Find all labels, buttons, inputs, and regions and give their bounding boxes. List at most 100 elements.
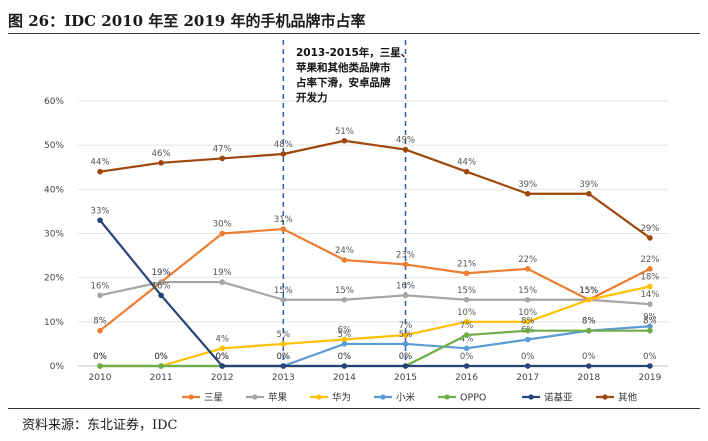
data-label: 0% [399,352,413,362]
data-label: 0% [154,352,168,362]
data-label: 19% [213,268,232,278]
data-point [97,168,103,175]
data-label: 10% [457,308,476,318]
data-point [647,266,653,272]
series-2: 16% 19% 19% 15% 15% 16% 15% 15% 15% 14% [91,268,659,307]
legend-item: 苹果 [246,392,288,404]
legend-label: 其他 [618,392,638,404]
data-label: 0% [277,352,291,362]
legend-marker [380,394,386,400]
data-label: 19% [152,268,171,278]
data-point [402,261,409,268]
data-point [647,283,653,290]
data-label: 8% [93,317,107,327]
x-tick-label: 2019 [638,373,661,383]
data-label: 0% [154,352,168,362]
data-label: 44% [91,158,110,168]
data-label: 8% [521,317,535,327]
data-point [219,230,225,237]
x-tick-label: 2011 [150,373,173,383]
data-label: 15% [274,286,293,296]
legend-marker [188,394,194,400]
legend-marker [602,394,608,400]
data-point [402,292,409,299]
data-label: 8% [582,317,596,327]
data-label: 49% [396,136,415,146]
figure-title: 图 26：IDC 2010 年至 2019 年的手机品牌市占率 [8,12,366,30]
y-tick-label: 50% [44,141,64,151]
data-point [647,323,653,330]
data-point [524,363,531,369]
x-tick-label: 2014 [333,373,356,383]
data-label: 30% [213,220,232,230]
data-point [463,332,470,338]
data-point [97,327,103,334]
data-label: 4% [215,334,229,344]
data-label: 23% [396,250,415,260]
data-label: 16% [152,281,171,291]
y-tick-label: 0% [50,362,65,372]
data-label: 0% [215,352,229,362]
y-tick-labels: 0% 10% 20% 30% 40% 50% 60% [44,97,64,372]
legend-marker [252,394,258,400]
data-label: 0% [521,352,535,362]
y-grid [78,100,668,367]
data-point [341,296,348,303]
data-label: 7% [399,321,413,331]
data-point [647,363,653,369]
x-tick-label: 2010 [89,373,112,383]
data-point [158,363,164,369]
data-label: 19% [152,268,171,278]
data-label: 18% [640,273,659,283]
data-label: 47% [213,144,232,154]
data-point [280,363,287,369]
data-point [402,341,409,347]
data-point [647,327,653,334]
data-point [463,345,470,352]
data-label: 21% [457,259,476,269]
legend-label: 华为 [332,392,351,404]
x-tick-label: 2017 [516,373,539,383]
data-point [341,363,348,369]
data-label: 15% [579,286,598,296]
data-label: 0% [277,352,291,362]
source-note: 资料来源：东北证券，IDC [22,418,178,433]
series-line [99,219,650,368]
annotation-line-1: 2013-2015年，三星、 [296,46,411,59]
legend-item: 其他 [596,392,638,404]
annotation-line-2: 苹果和其他类品牌市 [296,61,391,74]
legend-label: 三星 [204,393,223,404]
legend-marker [528,394,534,400]
data-point [524,190,531,197]
legend-item: 小米 [374,392,416,404]
legend-item: 诺基亚 [522,392,573,404]
data-label: 15% [579,286,598,296]
series-1: 8% 19% 30% 31% 24% 23% 21% 22% 15% 22% [93,215,659,334]
y-tick-label: 20% [44,274,64,284]
data-label: 14% [640,290,659,300]
series-6: 33% 16% 0% 0% 0% 0% 0% 0% 0% 0% [91,206,657,369]
data-point [280,226,287,232]
y-tick-label: 30% [44,230,64,240]
data-label: 0% [338,352,352,362]
data-point [463,168,470,175]
legend-label: 小米 [396,392,416,404]
data-label: 22% [518,255,537,265]
data-point [402,146,409,153]
data-label: 15% [457,286,476,296]
data-label: 39% [579,180,598,190]
legend: 三星 苹果 华为 小米 OPPO 诺基亚 其他 [182,392,638,404]
data-point [402,332,409,338]
data-point [158,292,164,299]
data-point [524,336,531,343]
legend-marker [316,394,322,400]
data-point [158,160,164,166]
series-7: 44% 46% 47% 48% 51% 49% 44% 39% 39% 29% [91,127,659,241]
data-label: 44% [457,158,476,168]
data-label: 0% [93,352,107,362]
data-point [341,341,348,347]
y-tick-label: 10% [44,318,64,328]
data-point [647,235,653,241]
data-label: 5% [338,330,352,340]
